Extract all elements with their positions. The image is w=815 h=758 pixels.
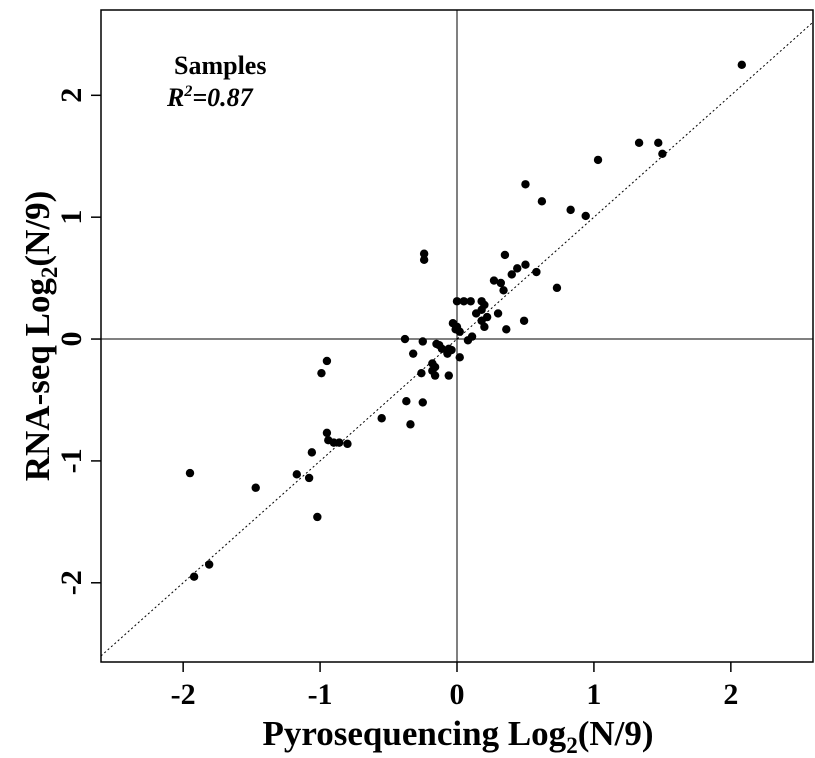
data-point — [593, 155, 603, 165]
data-point — [463, 336, 473, 345]
y-axis-title-tail: (N/9) — [18, 191, 57, 267]
x-tick-label: 2 — [723, 678, 738, 711]
y-tick-label: 1 — [55, 210, 88, 225]
data-point — [292, 470, 301, 479]
y-axis-ticks: -2 -1 0 1 2 — [55, 88, 101, 595]
data-point — [400, 334, 410, 344]
data-point — [480, 322, 489, 332]
identity-diagonal-line — [100, 21, 814, 657]
data-point — [737, 60, 746, 70]
data-point — [471, 309, 481, 318]
data-point — [408, 349, 418, 358]
data-point — [343, 439, 352, 449]
data-point — [418, 337, 427, 346]
y-axis-title: RNA-seq Log2(N/9) — [18, 191, 62, 482]
data-point — [634, 138, 644, 148]
y-tick-label: 0 — [55, 332, 88, 347]
data-point — [493, 309, 503, 318]
legend-r2: R2=0.87 — [166, 83, 254, 112]
data-point — [204, 560, 214, 569]
data-point — [317, 368, 326, 378]
data-point — [304, 473, 314, 483]
data-point — [430, 371, 440, 380]
data-point — [566, 205, 575, 215]
y-axis-title-subscript: 2 — [37, 267, 62, 279]
data-point — [521, 180, 530, 189]
x-axis-ticks: -2 -1 0 1 2 — [171, 662, 738, 711]
data-point — [658, 149, 667, 159]
data-point — [654, 138, 663, 148]
data-point — [185, 468, 195, 478]
data-point — [521, 260, 530, 269]
data-point — [322, 428, 332, 438]
data-point — [251, 483, 260, 492]
data-point — [443, 349, 452, 358]
data-point — [335, 438, 344, 447]
data-point — [417, 368, 426, 378]
data-point — [496, 278, 506, 288]
y-tick-label: -2 — [55, 570, 88, 595]
data-point — [313, 512, 322, 522]
x-axis-title: Pyrosequencing Log2(N/9) — [263, 714, 654, 758]
data-point — [552, 283, 562, 293]
x-tick-label: 1 — [586, 678, 601, 711]
x-tick-label: -1 — [308, 678, 333, 711]
r2-value: =0.87 — [192, 83, 253, 112]
data-point — [307, 448, 317, 457]
data-point — [513, 264, 522, 273]
data-point — [581, 211, 590, 221]
y-axis-title-main: RNA-seq Log — [18, 278, 57, 482]
x-tick-label: -2 — [171, 678, 196, 711]
x-axis-title-main: Pyrosequencing Log — [263, 714, 567, 753]
data-point — [419, 249, 429, 258]
y-tick-label: -1 — [55, 448, 88, 473]
data-point — [466, 297, 475, 306]
data-point — [452, 322, 462, 332]
data-point — [418, 398, 427, 407]
data-point — [189, 572, 199, 581]
x-axis-title-subscript: 2 — [566, 733, 578, 758]
data-point — [437, 344, 447, 353]
data-point — [406, 420, 415, 429]
data-point — [537, 197, 547, 206]
data-points — [185, 60, 746, 581]
x-axis-title-tail: (N/9) — [578, 714, 654, 753]
y-tick-label: 2 — [55, 88, 88, 103]
r2-superscript: 2 — [183, 83, 192, 100]
data-point — [455, 353, 464, 362]
data-point — [507, 270, 516, 279]
r2-symbol: R — [166, 83, 184, 112]
data-point — [500, 250, 510, 260]
data-point — [452, 297, 462, 306]
data-point — [444, 371, 453, 380]
data-point — [459, 297, 469, 306]
data-point — [489, 276, 499, 285]
data-point — [322, 356, 332, 366]
data-point — [402, 397, 411, 406]
legend-title: Samples — [174, 51, 266, 80]
data-point — [532, 267, 541, 277]
data-point — [419, 255, 429, 265]
data-point — [377, 414, 386, 423]
data-point — [499, 286, 508, 295]
x-tick-label: 0 — [450, 678, 465, 711]
data-point — [519, 316, 529, 325]
data-point — [502, 325, 511, 334]
